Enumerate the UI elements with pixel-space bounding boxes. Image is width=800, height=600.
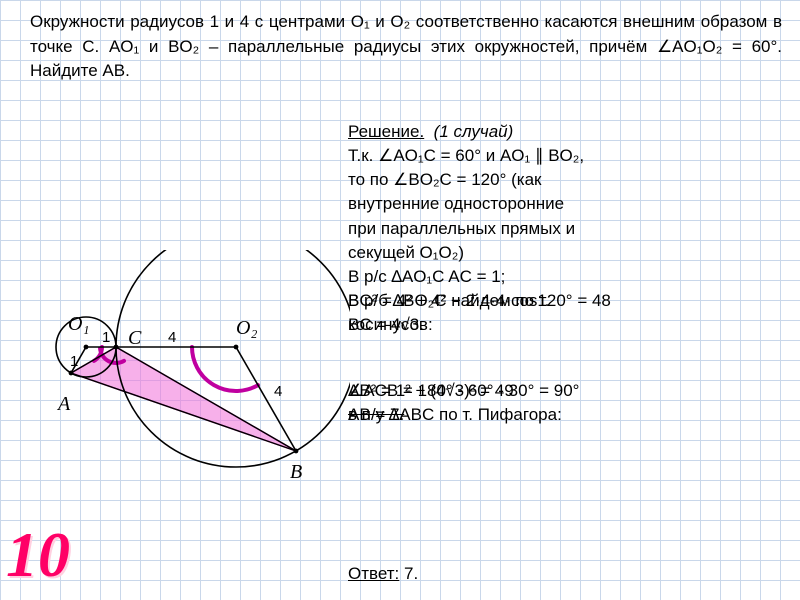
svg-text:4: 4 xyxy=(274,383,282,400)
sol-line: В р/с ∆AO₁C AC = 1; xyxy=(348,265,786,289)
solution-block: Решение. (1 случай) Т.к. ∠AO₁C = 60° и A… xyxy=(348,120,786,427)
sol-layer-b: BC = 4√3. xyxy=(348,313,424,337)
svg-text:O₁: O₁ xyxy=(68,313,89,335)
sol-line: Т.к. ∠AO₁C = 60° и AO₁ ∥ BO₂, xyxy=(348,144,786,168)
sol-layer-b: AB² = 1² + (4√3)² = 49 xyxy=(348,379,514,403)
sol-layer-b: AB = 7. xyxy=(348,403,404,427)
svg-text:B: B xyxy=(290,461,302,483)
solution-heading: Решение. (1 случай) xyxy=(348,120,786,144)
geometry-diagram: O₁ C O₂ A B 1 1 4 4 xyxy=(10,250,350,530)
sol-overlap: ∠ACB = 180° - 60° - 30° = 90° AB² = 1² +… xyxy=(348,379,786,403)
sol-gap xyxy=(348,337,786,379)
sol-line: при параллельных прямых и xyxy=(348,217,786,241)
solution-label: Решение. xyxy=(348,122,424,141)
sol-layer-b: BC² = 4² + 4² − 2·4·4·cos120° = 48 xyxy=(348,289,611,313)
svg-text:C: C xyxy=(128,327,142,349)
svg-text:1: 1 xyxy=(102,329,110,346)
problem-statement: Окружности радиусов 1 и 4 с центрами O₁ … xyxy=(30,10,782,84)
problem-text: Окружности радиусов 1 и 4 с центрами O₁ … xyxy=(30,12,782,80)
sol-overlap: В р/б ∆BO₂C найдем по т. BC² = 4² + 4² −… xyxy=(348,289,786,313)
svg-text:O₂: O₂ xyxy=(236,317,257,339)
sol-line: внутренние односторонние xyxy=(348,192,786,216)
svg-text:A: A xyxy=(56,393,71,415)
sol-line: секущей O₁O₂) xyxy=(348,241,786,265)
sol-overlap: косинусов: BC = 4√3. xyxy=(348,313,786,337)
solution-case: (1 случай) xyxy=(434,122,514,141)
sol-overlap: в п/у ∆ABC по т. Пифагора: AB = 7. xyxy=(348,403,786,427)
answer-value: 7. xyxy=(404,564,418,583)
answer-block: Ответ: 7. xyxy=(348,564,418,584)
answer-label: Ответ: xyxy=(348,564,399,583)
svg-text:1: 1 xyxy=(70,353,78,370)
sol-line: то по ∠BO₂C = 120° (как xyxy=(348,168,786,192)
problem-number: 10 xyxy=(6,518,70,592)
svg-text:4: 4 xyxy=(168,329,176,346)
